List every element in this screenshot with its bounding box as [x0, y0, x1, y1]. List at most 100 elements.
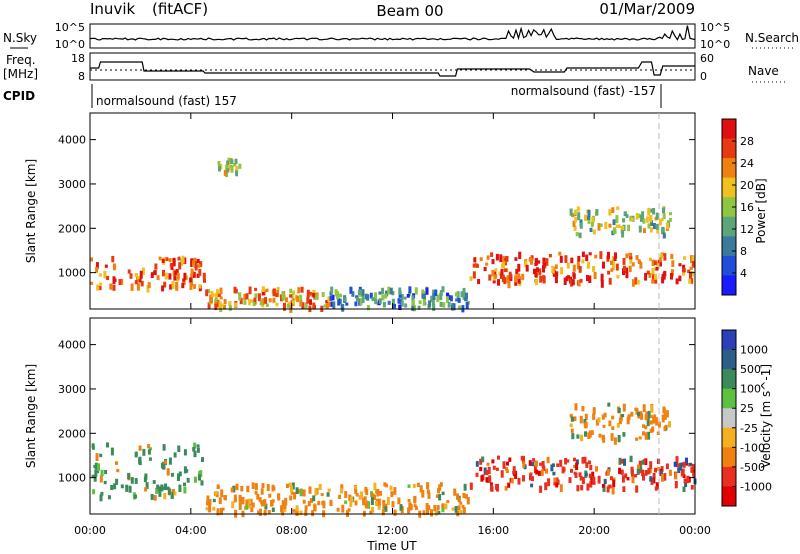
power-cell: [442, 302, 446, 308]
velocity-cell: [597, 417, 601, 423]
velocity-cell: [581, 476, 585, 485]
velocity-cell: [167, 488, 171, 495]
power-cell: [190, 259, 194, 267]
power-colorbar-swatch: [722, 119, 736, 140]
power-cell: [169, 263, 173, 267]
freq-trace: [90, 61, 695, 77]
power-cell: [663, 253, 667, 261]
power-cell: [161, 285, 165, 292]
power-cell: [678, 263, 682, 267]
power-cell: [287, 301, 291, 306]
velocity-cell: [297, 489, 301, 494]
power-cell: [141, 267, 145, 276]
velocity-cell: [205, 507, 209, 511]
velocity-cell: [647, 410, 651, 419]
velocity-cell: [679, 462, 683, 471]
power-cell: [341, 304, 345, 312]
power-cell: [642, 218, 646, 224]
power-cell: [223, 304, 226, 310]
velocity-cell: [308, 486, 312, 494]
velocity-cell: [668, 421, 671, 428]
velocity-cell: [193, 442, 197, 449]
velocity-cell: [637, 414, 641, 419]
power-cell: [403, 296, 407, 300]
velocity-cell: [637, 411, 641, 417]
velocity-cell: [655, 482, 659, 490]
velocity-cell: [110, 485, 114, 491]
velocity-cell: [674, 481, 678, 489]
velocity-cell: [522, 475, 525, 482]
velocity-cell: [258, 497, 262, 503]
power-cell: [164, 272, 168, 280]
velocity-cell: [682, 486, 686, 492]
velocity-cell: [506, 461, 509, 466]
velocity-cell: [649, 476, 653, 482]
velocity-cell: [574, 472, 578, 478]
power-cell: [653, 260, 657, 265]
power-cell: [588, 252, 592, 256]
beam-title: Beam 00: [376, 2, 443, 20]
power-cell: [472, 263, 476, 268]
power-cell: [465, 301, 469, 310]
velocity-cell: [120, 484, 124, 489]
velocity-colorbar-swatch: [722, 388, 736, 409]
velocity-cell: [438, 494, 442, 501]
velocity-colorbar: 1000 500 100 25 -25 -100 -500 -1000: [721, 329, 772, 507]
velocity-cell: [610, 433, 614, 441]
velocity-cell: [575, 459, 579, 465]
power-cell: [587, 209, 591, 217]
velocity-cell: [486, 462, 490, 466]
power-cell: [449, 295, 453, 302]
velocity-cell: [158, 489, 162, 497]
power-cell: [499, 254, 503, 263]
velocity-cell: [566, 459, 570, 463]
velocity-cell: [598, 433, 602, 438]
velocity-cell: [626, 416, 630, 425]
velocity-cell: [329, 499, 333, 506]
power-cell: [210, 297, 213, 304]
power-cell: [572, 220, 576, 227]
power-cell: [276, 286, 280, 290]
power-cell: [408, 286, 412, 294]
power-cell: [176, 272, 180, 280]
velocity-cell: [170, 472, 174, 477]
power-cell: [573, 209, 577, 216]
power-cell: [136, 276, 140, 280]
power-cell: [653, 267, 657, 271]
velocity-cell: [639, 469, 643, 473]
velocity-cell: [550, 464, 554, 472]
power-cell: [182, 278, 186, 282]
velocity-cell: [505, 467, 509, 471]
power-cell: [261, 286, 265, 292]
power-cell: [243, 293, 247, 301]
power-cell: [297, 287, 301, 294]
power-cell: [503, 277, 507, 285]
power-cell: [351, 291, 355, 297]
velocity-colorbar-tick-label: 25: [740, 402, 754, 415]
velocity-cell: [520, 455, 524, 461]
velocity-cell: [354, 500, 358, 506]
velocity-cell: [212, 506, 216, 511]
velocity-cell: [360, 491, 364, 499]
velocity-cell: [104, 470, 108, 475]
power-cell: [387, 300, 391, 305]
velocity-colorbar-tick-label: -25: [740, 422, 758, 435]
power-cell: [579, 278, 583, 283]
power-cell: [193, 261, 197, 268]
power-cell: [220, 303, 224, 307]
velocity-cell: [220, 489, 224, 498]
power-cell: [661, 276, 665, 284]
velocity-cell: [496, 483, 499, 492]
power-cell: [327, 296, 331, 302]
velocity-cell: [116, 468, 120, 473]
power-cell: [254, 287, 258, 291]
power-cell: [153, 271, 157, 275]
velocity-cell: [635, 437, 639, 441]
power-cell: [599, 223, 603, 227]
power-cell: [654, 273, 657, 280]
power-cell: [473, 257, 477, 263]
velocity-cell: [630, 411, 634, 417]
power-cell: [661, 274, 665, 278]
velocity-cell: [533, 465, 537, 474]
power-cell: [658, 257, 662, 263]
